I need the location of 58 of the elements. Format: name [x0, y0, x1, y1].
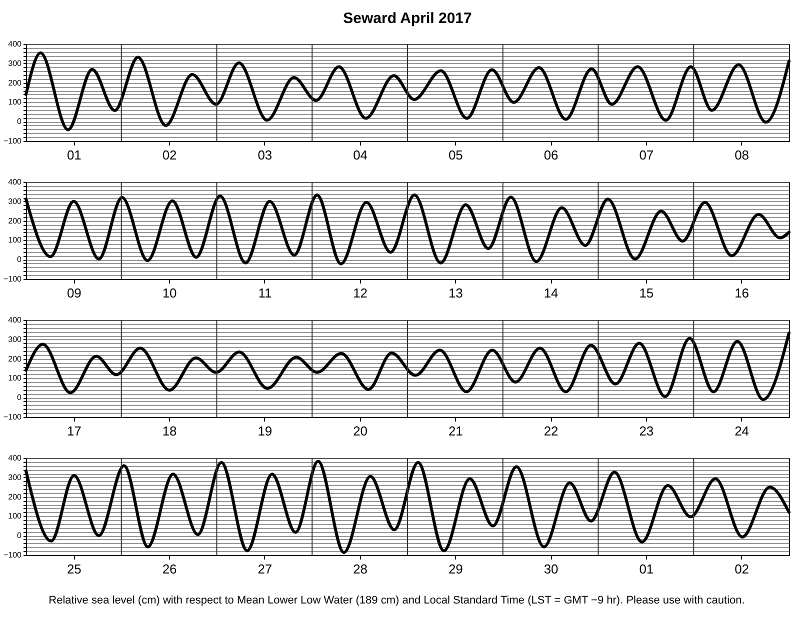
y-tick-label: 300: [8, 58, 22, 68]
x-tick-label: 24: [734, 424, 750, 438]
x-tick-label: 21: [448, 424, 463, 438]
x-tick-label: 28: [353, 562, 368, 576]
y-tick-label: 300: [8, 334, 22, 344]
x-tick-label: 29: [448, 562, 463, 576]
x-tick-label: 01: [66, 148, 82, 162]
x-tick-label: 23: [639, 424, 654, 438]
x-tick-label: 25: [66, 562, 82, 576]
x-tick-label: 16: [734, 286, 750, 300]
x-tick-label: 01: [639, 562, 654, 576]
x-tick-label: 07: [639, 148, 654, 162]
x-tick-label: 02: [162, 148, 177, 162]
y-tick-label: 200: [8, 216, 22, 226]
x-tick-label: 18: [162, 424, 177, 438]
x-tick-label: 02: [734, 562, 750, 576]
y-tick-label: 100: [8, 374, 22, 383]
y-tick-label: 0: [17, 393, 22, 402]
y-tick-label: −100: [3, 550, 22, 560]
x-tick-label: 20: [353, 424, 368, 438]
y-tick-label: 400: [8, 316, 22, 324]
x-tick-label: 05: [448, 148, 463, 162]
x-tick-label: 11: [258, 286, 272, 300]
y-tick-label: 0: [17, 531, 22, 540]
chart-title: Seward April 2017: [343, 10, 472, 27]
y-tick-label: 300: [8, 472, 22, 482]
x-tick-label: 15: [639, 286, 654, 300]
x-tick-label: 27: [258, 562, 272, 576]
y-tick-label: 400: [8, 454, 22, 462]
y-tick-label: 0: [17, 255, 22, 264]
x-tick-label: 12: [353, 286, 368, 300]
x-tick-label: 22: [544, 424, 558, 438]
text: Relative sea level (cm) with respect to Mean Lower Low Water (189 cm) and Local Standard Time (LST = GMT −9 hr). Please use with caution.: [48, 594, 745, 606]
x-tick-label: 17: [66, 424, 82, 438]
x-tick-label: 06: [544, 148, 558, 162]
y-tick-label: 400: [8, 40, 22, 48]
x-tick-label: 19: [258, 424, 272, 438]
y-tick-label: 100: [8, 236, 22, 245]
x-tick-label: 26: [162, 562, 177, 576]
x-tick-label: 09: [66, 286, 82, 300]
y-tick-label: 0: [17, 117, 22, 126]
x-tick-label: 30: [544, 562, 558, 576]
x-tick-label: 14: [544, 286, 558, 300]
x-tick-label: 04: [353, 148, 368, 162]
x-tick-label: 03: [258, 148, 272, 162]
y-tick-label: 100: [8, 512, 22, 521]
y-tick-label: 200: [8, 492, 22, 502]
x-tick-label: 13: [448, 286, 463, 300]
y-tick-label: 200: [8, 354, 22, 364]
y-tick-label: 100: [8, 98, 22, 107]
y-tick-label: −100: [3, 136, 22, 146]
y-tick-label: −100: [3, 412, 22, 422]
y-tick-label: −100: [3, 274, 22, 284]
y-tick-label: 300: [8, 196, 22, 206]
x-tick-label: 10: [162, 286, 177, 300]
y-tick-label: 400: [8, 178, 22, 186]
y-tick-label: 200: [8, 78, 22, 88]
x-tick-label: 08: [734, 148, 750, 162]
